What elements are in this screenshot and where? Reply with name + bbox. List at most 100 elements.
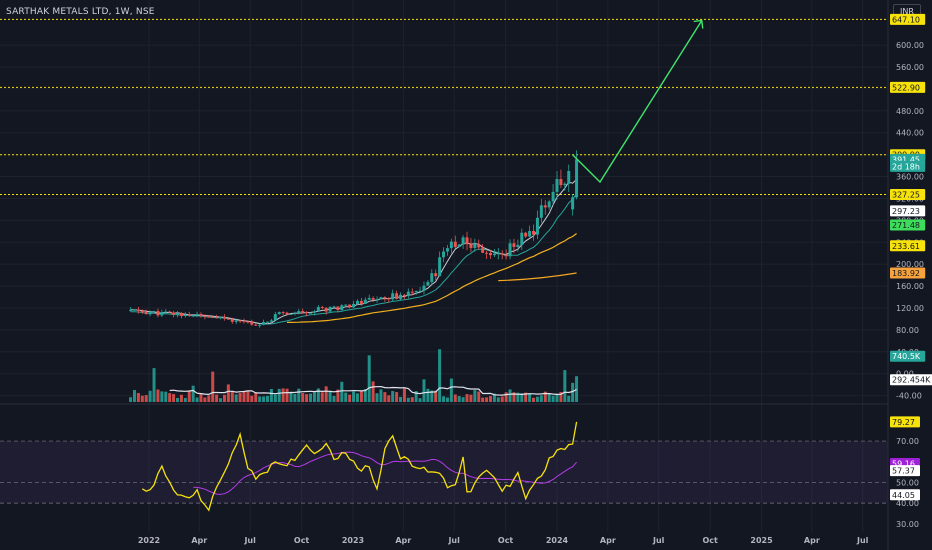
volume-bars — [129, 349, 579, 402]
volume-bar — [391, 391, 395, 402]
rsi-tick-label: 30.00 — [896, 520, 919, 529]
volume-bar — [367, 355, 371, 402]
volume-bar — [469, 394, 473, 402]
volume-bar — [477, 391, 481, 402]
candle-body — [500, 253, 504, 255]
candle-body — [402, 294, 406, 297]
candle-body — [269, 320, 273, 322]
volume-bar — [348, 394, 352, 402]
axis-tag-box — [890, 267, 926, 279]
volume-bar — [312, 392, 316, 402]
candle-body — [539, 205, 543, 218]
axis-tag-box — [890, 350, 926, 362]
volume-bar — [258, 396, 262, 402]
volume-bar — [246, 391, 250, 402]
volume-bar — [269, 388, 273, 402]
candle-body — [363, 299, 367, 304]
candle-body — [371, 298, 375, 300]
candle-body — [410, 291, 414, 293]
candle-body — [359, 300, 363, 304]
candle-body — [547, 201, 551, 208]
volume-bar — [187, 391, 191, 402]
volume-bar — [352, 391, 356, 402]
volume-bar — [453, 394, 457, 402]
volume-bar — [535, 396, 539, 402]
volume-bar — [316, 388, 320, 402]
volume-bar — [160, 391, 164, 402]
candle-body — [367, 298, 371, 300]
volume-bar — [359, 390, 363, 402]
candle-body — [273, 314, 277, 321]
volume-bar — [508, 389, 512, 402]
volume-bar — [336, 389, 340, 402]
volume-bar — [250, 395, 254, 402]
axis-tag-label: 59.16 — [892, 459, 915, 468]
candle-body — [309, 312, 313, 314]
volume-bar — [320, 392, 324, 402]
candle-body — [258, 324, 262, 326]
candle-body — [316, 307, 320, 312]
volume-bar — [265, 395, 269, 402]
volume-bar — [473, 390, 477, 402]
volume-bar — [140, 395, 144, 402]
candle-body — [391, 293, 395, 300]
axis-tag-box — [890, 81, 926, 93]
axis-tag-label: 522.90 — [892, 83, 920, 92]
volume-bar — [532, 397, 536, 402]
price-tick-label: 0.00 — [896, 370, 914, 379]
volume-bar — [297, 388, 301, 402]
candle-body — [375, 299, 379, 301]
candle-body — [324, 307, 328, 312]
price-tick-label: 120.00 — [896, 304, 924, 313]
price-tick-label: 200.00 — [896, 260, 924, 269]
volume-bar — [457, 396, 461, 402]
volume-bar — [156, 389, 160, 402]
axis-tag-label: 297.23 — [892, 207, 920, 216]
volume-bar — [418, 398, 422, 402]
candle-body — [160, 312, 164, 316]
volume-bar — [567, 395, 571, 402]
axis-tag-label: 2d 18h — [892, 162, 920, 171]
volume-bar — [481, 397, 485, 402]
candle-body — [176, 313, 180, 315]
volume-bar — [355, 393, 359, 402]
candle-body — [191, 315, 195, 317]
candle-body — [461, 237, 465, 245]
time-tick-label: Jul — [243, 536, 256, 545]
rsi-band — [0, 441, 888, 504]
axis-tag-box — [890, 205, 926, 217]
price-tick-label: 480.00 — [896, 107, 924, 116]
candle-body — [336, 306, 340, 311]
rsi-line — [141, 421, 578, 512]
axis-tag-label: 271.48 — [892, 221, 920, 230]
rsi-tick-label: 70.00 — [896, 437, 919, 446]
volume-bar — [395, 392, 399, 402]
candle-body — [344, 304, 348, 306]
candle-body — [567, 170, 571, 184]
time-tick-label: Jul — [652, 536, 665, 545]
time-tick-label: Jul — [856, 536, 869, 545]
volume-bar — [575, 376, 579, 402]
axis-tag-label: 647.10 — [892, 15, 920, 24]
axis-tag-box — [890, 13, 926, 25]
volume-bar — [273, 394, 277, 402]
volume-bar — [445, 397, 449, 402]
volume-bar — [426, 388, 430, 402]
time-axis[interactable]: 2022 Apr Jul Oct 2023 Apr Jul Oct 2024 Apr Jul Oct 2… — [138, 536, 869, 545]
candle-body — [504, 254, 508, 257]
volume-bar — [332, 395, 336, 402]
candle-body — [387, 298, 391, 300]
volume-bar — [289, 391, 293, 402]
candle-body — [528, 230, 532, 237]
volume-bar — [410, 397, 414, 402]
candle-body — [301, 311, 305, 313]
candle-body — [262, 322, 266, 325]
volume-bar — [379, 389, 383, 402]
candle-body — [477, 243, 481, 248]
volume-bar — [344, 392, 348, 402]
candle-body — [418, 290, 422, 292]
candle-body — [571, 197, 575, 210]
symbol-title: SARTHAK METALS LTD, 1W, NSE — [6, 7, 155, 17]
